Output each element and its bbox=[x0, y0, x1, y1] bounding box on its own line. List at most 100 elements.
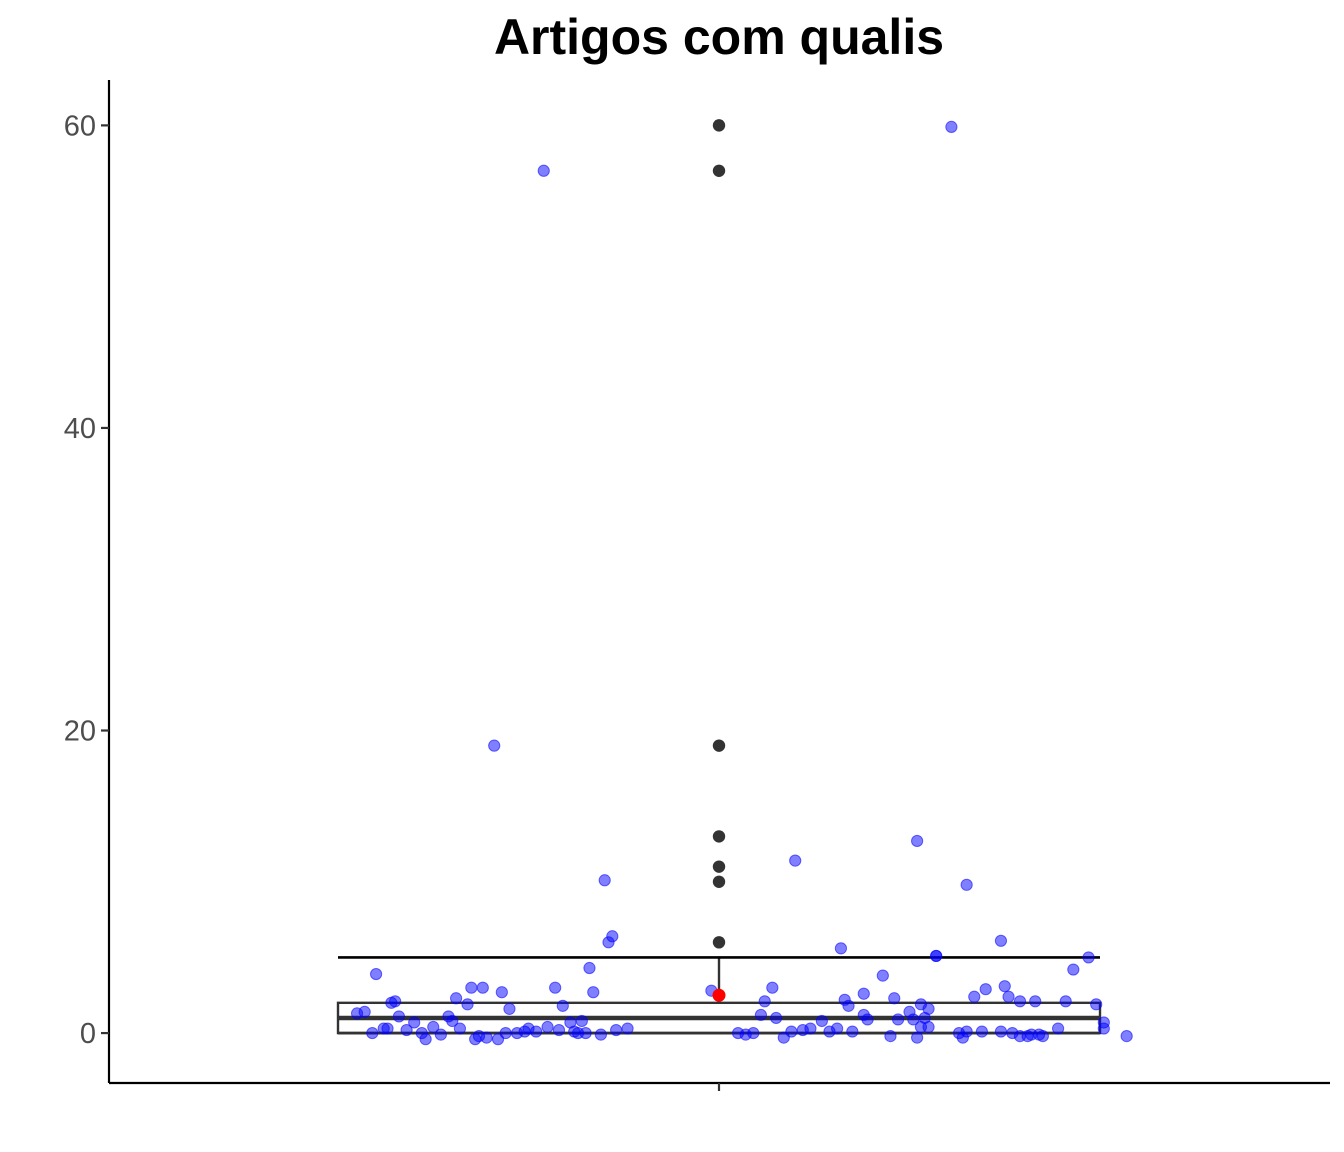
jitter-point bbox=[594, 1028, 607, 1041]
jitter-point bbox=[831, 1022, 844, 1035]
jitter-point bbox=[785, 1025, 798, 1038]
jitter-point bbox=[994, 934, 1008, 947]
jitter-point bbox=[488, 739, 501, 752]
jitter-point bbox=[541, 1020, 554, 1034]
chart-title: Artigos com qualis bbox=[494, 9, 944, 65]
outlier-point bbox=[712, 830, 726, 843]
jitter-point bbox=[408, 1016, 421, 1029]
jitter-point bbox=[1002, 990, 1015, 1003]
jitter-point bbox=[381, 1022, 394, 1035]
jitter-point bbox=[747, 1026, 760, 1040]
mean-marker bbox=[712, 988, 726, 1002]
jitter-point bbox=[960, 1025, 973, 1038]
jitter-point bbox=[598, 874, 611, 887]
jitter-point bbox=[537, 164, 550, 177]
jitter-point bbox=[575, 1014, 588, 1028]
outlier-point bbox=[712, 164, 726, 177]
jitter-point bbox=[427, 1020, 440, 1034]
jitter-point bbox=[434, 1028, 447, 1041]
jitter-point bbox=[960, 878, 973, 891]
jitter-point bbox=[922, 1002, 935, 1015]
jitter-point bbox=[1097, 1022, 1110, 1035]
jitter-point bbox=[370, 967, 383, 981]
outlier-point bbox=[712, 936, 726, 949]
jitter-point bbox=[499, 1026, 512, 1040]
jitter-point bbox=[789, 854, 802, 867]
jitter-point bbox=[503, 1002, 516, 1015]
jitter-point bbox=[1059, 995, 1072, 1008]
jitter-point bbox=[1090, 998, 1103, 1011]
jitter-point bbox=[366, 1026, 379, 1040]
y-tick-label: 20 bbox=[64, 716, 96, 748]
jitter-point bbox=[419, 1033, 432, 1046]
jitter-point bbox=[842, 999, 855, 1012]
jitter-point bbox=[930, 949, 943, 963]
jitter-point bbox=[450, 992, 463, 1005]
jitter-point bbox=[815, 1014, 828, 1028]
jitter-point bbox=[480, 1031, 493, 1044]
jitter-point bbox=[994, 1025, 1008, 1038]
outlier-point bbox=[712, 739, 726, 752]
jitter-point bbox=[1120, 1030, 1133, 1043]
jitter-point bbox=[495, 986, 508, 999]
jitter-point bbox=[766, 981, 779, 994]
jitter-point bbox=[945, 120, 958, 133]
jitter-point bbox=[583, 961, 596, 975]
jitter-point bbox=[968, 990, 981, 1003]
jitter-point bbox=[530, 1025, 543, 1038]
jitter-point bbox=[389, 995, 402, 1008]
y-tick-label: 60 bbox=[64, 110, 96, 142]
jitter-point bbox=[770, 1011, 783, 1025]
jitter-point bbox=[888, 992, 901, 1005]
jitter-point bbox=[911, 834, 924, 848]
jitter-point bbox=[552, 1023, 566, 1037]
jitter-point bbox=[804, 1022, 817, 1035]
jitter-point bbox=[861, 1013, 874, 1026]
jitter-point bbox=[461, 998, 474, 1011]
y-tick-label: 40 bbox=[64, 413, 96, 445]
jitter-point bbox=[979, 983, 992, 996]
jitter-point bbox=[857, 987, 870, 1000]
jitter-point bbox=[400, 1023, 413, 1037]
jitter-point bbox=[556, 999, 569, 1012]
jitter-point bbox=[606, 930, 619, 943]
outlier-point bbox=[712, 860, 726, 873]
jitter-point bbox=[453, 1022, 467, 1035]
outlier-point bbox=[712, 875, 726, 888]
jitter-point bbox=[911, 1031, 924, 1044]
jitter-point bbox=[1013, 995, 1027, 1008]
jitter-point bbox=[587, 986, 600, 999]
y-axis: 0 20 40 60 bbox=[64, 80, 111, 1083]
mean-marker-group bbox=[712, 988, 726, 1002]
x-axis bbox=[109, 1081, 1330, 1091]
jitter-point bbox=[922, 1020, 935, 1034]
y-tick-label: 0 bbox=[80, 1018, 96, 1050]
jitter-point bbox=[998, 980, 1011, 993]
jitter-point bbox=[975, 1025, 988, 1038]
outlier-points bbox=[712, 119, 726, 949]
jitter-point bbox=[876, 969, 889, 982]
jitter-point bbox=[758, 995, 771, 1008]
jitter-point bbox=[834, 942, 848, 955]
jitter-point bbox=[1029, 995, 1042, 1008]
jitter-point bbox=[621, 1022, 634, 1035]
jitter-point bbox=[884, 1030, 897, 1043]
jitter-points bbox=[350, 120, 1133, 1046]
jitter-point bbox=[446, 1014, 459, 1028]
jitter-point bbox=[465, 981, 478, 994]
jitter-point bbox=[1036, 1030, 1049, 1043]
jitter-point bbox=[846, 1025, 859, 1038]
jitter-point bbox=[358, 1005, 371, 1018]
jitter-point bbox=[1051, 1022, 1065, 1035]
jitter-point bbox=[1067, 963, 1080, 976]
jitter-point bbox=[476, 981, 489, 994]
jitter-point bbox=[579, 1026, 592, 1040]
boxplot bbox=[336, 956, 1102, 1035]
jitter-point bbox=[549, 981, 562, 994]
jitter-point bbox=[891, 1013, 905, 1026]
outlier-point bbox=[712, 119, 726, 132]
jitter-point bbox=[1082, 951, 1095, 964]
jitter-point bbox=[754, 1008, 768, 1022]
jitter-point bbox=[392, 1010, 406, 1023]
